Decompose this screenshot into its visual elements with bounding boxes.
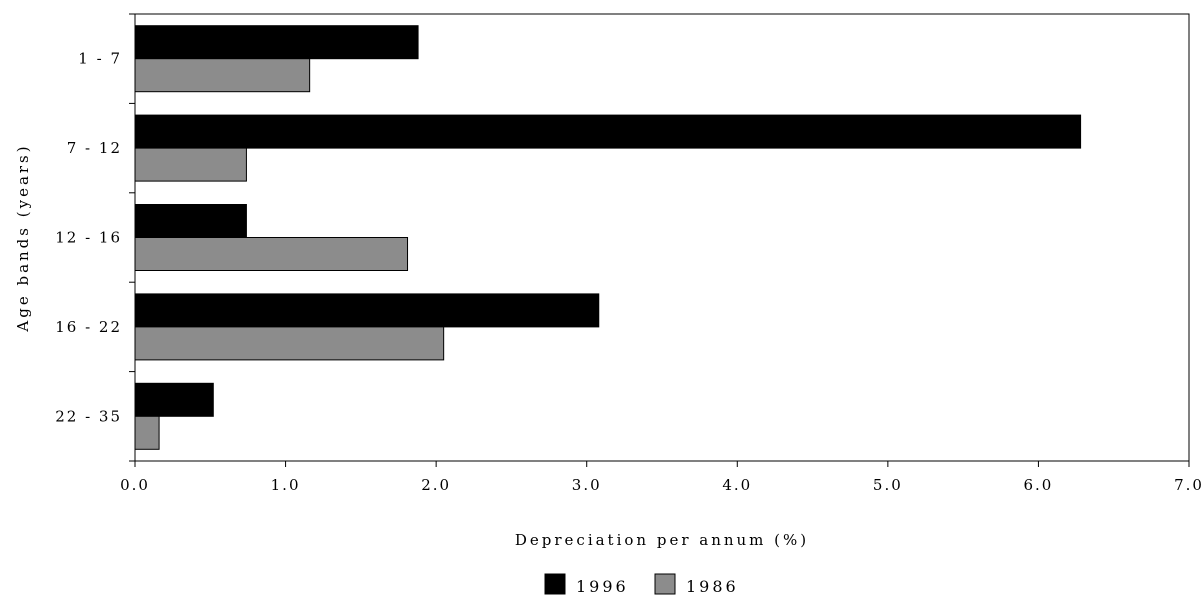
x-tick-label: 2.0	[421, 476, 451, 494]
bar-1986-7-12	[134, 147, 247, 182]
x-tick-label: 7.0	[1174, 476, 1204, 494]
bar-1996-22-35	[134, 382, 214, 417]
x-tick-label: 3.0	[572, 476, 602, 494]
x-axis-title: Depreciation per annum (%)	[515, 531, 809, 549]
x-tick-label: 0.0	[120, 476, 150, 494]
x-tick-label: 4.0	[722, 476, 752, 494]
bar-1996-7-12	[134, 114, 1082, 149]
x-tick-label: 5.0	[873, 476, 903, 494]
y-tick-label: 16 - 22	[55, 318, 122, 336]
y-axis-title: Age bands (years)	[14, 143, 32, 332]
bar-1996-1-7	[134, 25, 419, 60]
legend-label-1996: 1996	[576, 577, 629, 595]
legend-swatch-1986	[654, 573, 676, 595]
legend-label-1986: 1986	[686, 577, 739, 595]
y-axis-ticks: 1 - 7 7 - 12 12 - 16 16 - 22 22 - 35	[55, 13, 136, 462]
bar-1996-12-16	[134, 204, 247, 238]
legend-swatch-1996	[544, 573, 566, 595]
y-tick-label: 12 - 16	[55, 229, 122, 247]
bars-group	[134, 25, 1082, 450]
bar-1996-16-22	[134, 293, 600, 328]
legend: 1996 1986	[544, 573, 739, 595]
x-tick-label: 6.0	[1023, 476, 1053, 494]
x-axis-ticks: 0.0 1.0 2.0 3.0 4.0 5.0 6.0 7.0	[120, 461, 1204, 494]
bar-1986-1-7	[134, 58, 311, 93]
y-tick-label: 7 - 12	[67, 139, 122, 157]
y-tick-label: 22 - 35	[55, 407, 122, 425]
x-tick-label: 1.0	[271, 476, 301, 494]
bar-1986-16-22	[134, 326, 445, 361]
bar-1986-12-16	[134, 237, 409, 271]
bar-1986-22-35	[134, 415, 160, 450]
y-tick-label: 1 - 7	[78, 50, 122, 68]
